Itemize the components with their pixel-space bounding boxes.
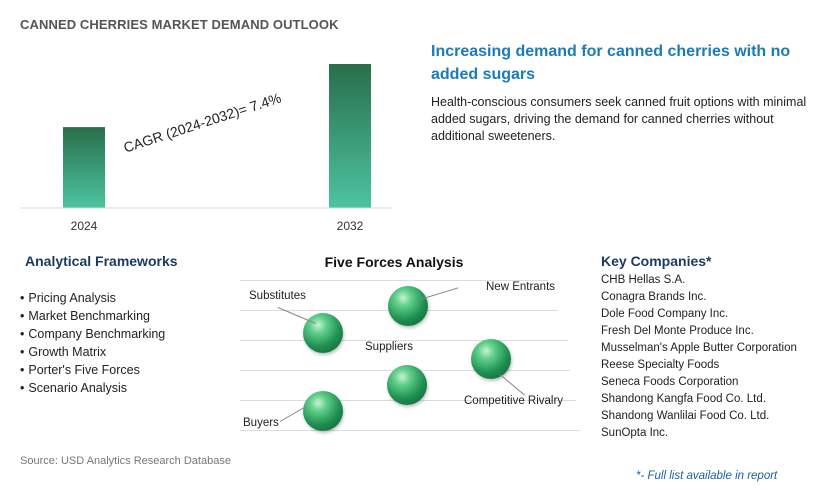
competitive-rivalry-ball [471, 339, 511, 379]
five-forces-diagram: Five Forces Analysis Substitutes New Ent… [240, 250, 580, 450]
bar-2032 [329, 64, 371, 208]
framework-item: Scenario Analysis [20, 379, 165, 397]
chart-title: CANNED CHERRIES MARKET DEMAND OUTLOOK [20, 17, 339, 32]
headline: Increasing demand for canned cherries wi… [431, 43, 791, 83]
connector-line [419, 287, 459, 300]
company-item: Musselman's Apple Butter Corporation [601, 342, 797, 354]
framework-item: Pricing Analysis [20, 289, 165, 307]
companies-heading: Key Companies* [601, 253, 712, 269]
substitutes-ball [303, 313, 343, 353]
frameworks-heading: Analytical Frameworks [25, 253, 178, 269]
company-item: Fresh Del Monte Produce Inc. [601, 325, 754, 337]
bar-chart: 2024 2032 [20, 64, 392, 233]
new-entrants-label: New Entrants [486, 281, 556, 293]
bar-2024 [63, 127, 105, 208]
company-item: Conagra Brands Inc. [601, 291, 707, 303]
framework-item: Porter's Five Forces [20, 361, 165, 379]
x-tick-label: 2024 [71, 219, 98, 233]
companies-list: CHB Hellas S.A. Conagra Brands Inc. Dole… [601, 272, 826, 467]
description: Health-conscious consumers seek canned f… [431, 95, 807, 143]
framework-item: Market Benchmarking [20, 307, 165, 325]
divider-line [240, 280, 548, 281]
suppliers-label: Suppliers [365, 341, 413, 353]
company-item: Seneca Foods Corporation [601, 376, 739, 388]
competitive-rivalry-label: Competitive Rivalry [464, 395, 564, 407]
new-entrants-ball [388, 286, 428, 326]
divider-line [240, 430, 580, 431]
company-item: Reese Specialty Foods [601, 359, 720, 371]
suppliers-ball [387, 365, 427, 405]
x-tick-label: 2032 [337, 219, 364, 233]
company-item: Shandong Kangfa Food Co. Ltd. [601, 393, 766, 405]
company-item: Shandong Wanlilai Food Co. Ltd. [601, 410, 770, 422]
connector-line [499, 374, 525, 396]
framework-item: Growth Matrix [20, 343, 165, 361]
source-note: Source: USD Analytics Research Database [20, 455, 231, 467]
divider-line [240, 340, 568, 341]
buyers-ball [303, 391, 343, 431]
framework-item: Company Benchmarking [20, 325, 165, 343]
full-list-note: *- Full list available in report [636, 470, 778, 482]
substitutes-label: Substitutes [249, 290, 306, 302]
company-item: CHB Hellas S.A. [601, 274, 686, 286]
frameworks-list: Pricing Analysis Market Benchmarking Com… [20, 289, 165, 397]
buyers-label: Buyers [243, 417, 279, 429]
five-forces-heading: Five Forces Analysis [324, 254, 464, 270]
company-item: SunOpta Inc. [601, 427, 669, 439]
company-item: Dole Food Company Inc. [601, 308, 729, 320]
